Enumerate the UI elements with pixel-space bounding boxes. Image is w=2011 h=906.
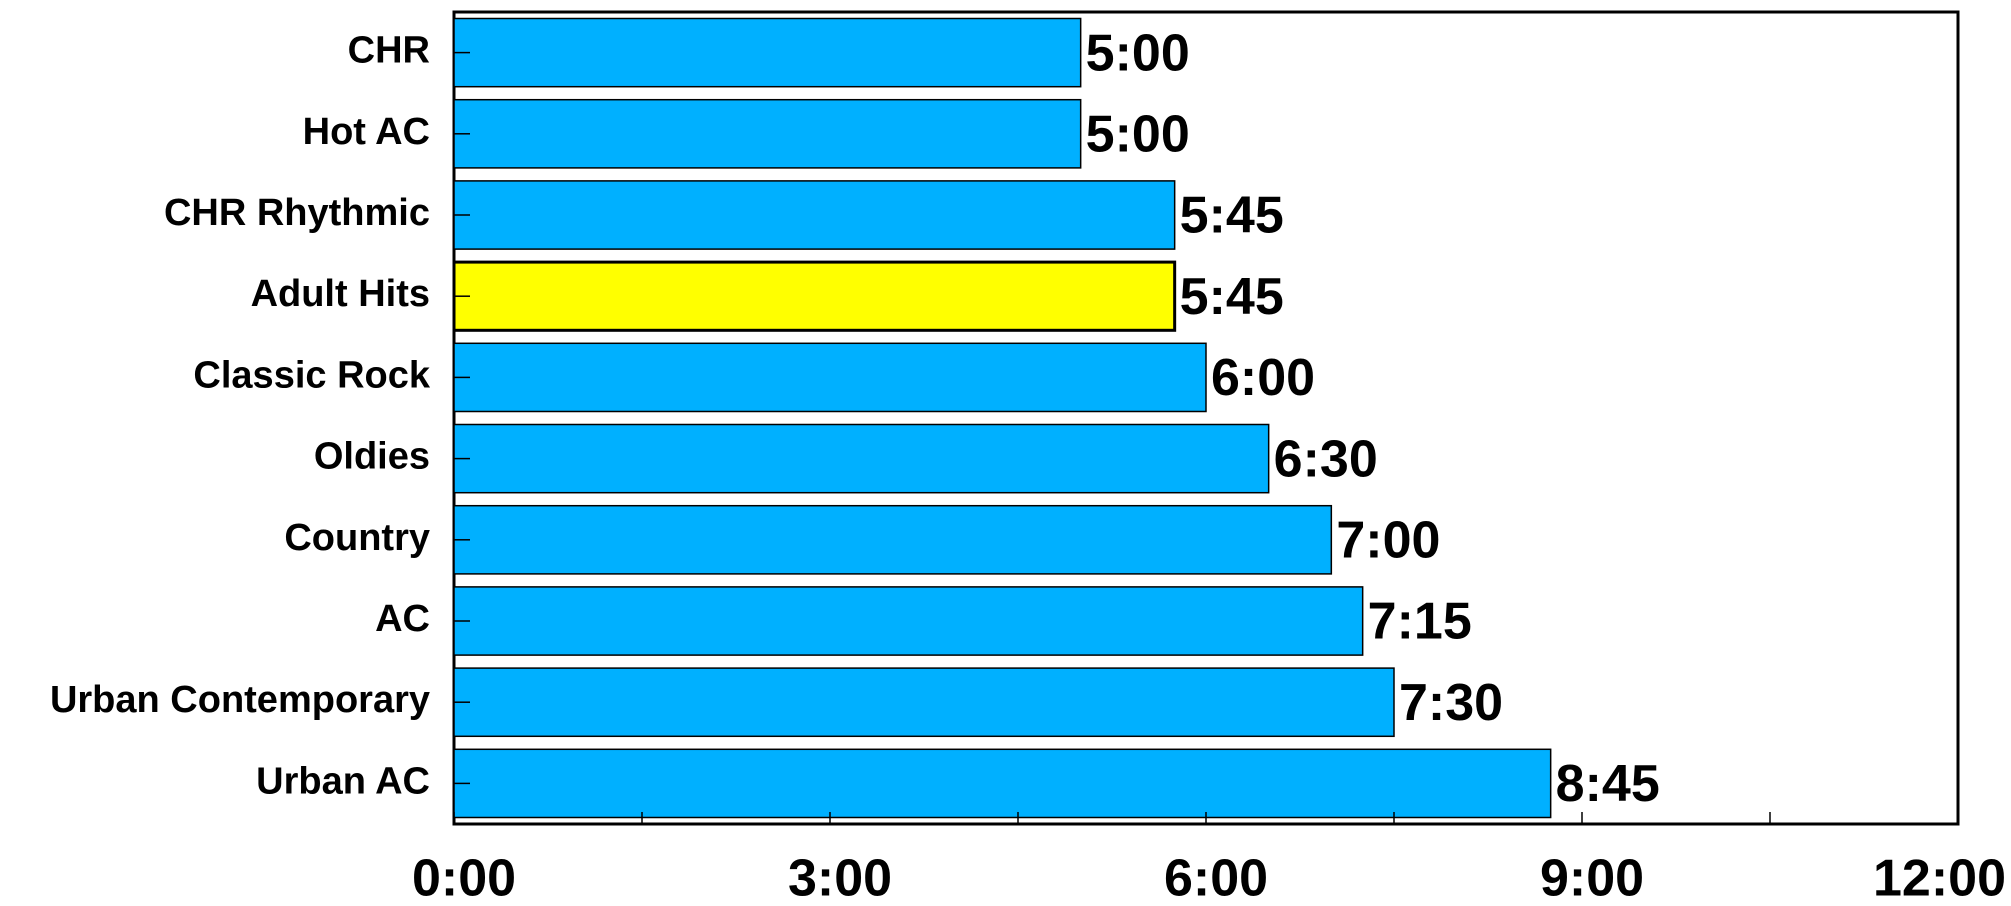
bar-hot-ac bbox=[453, 98, 1082, 169]
bar-adult-hits bbox=[452, 260, 1177, 332]
data-label: 6:30 bbox=[1274, 430, 1378, 488]
x-tick-label: 6:00 bbox=[1164, 850, 1268, 906]
value-labels: 5:00 5:00 5:45 5:45 6:00 6:30 7:00 7:15 7:30 8:45 bbox=[1086, 24, 1660, 813]
bar-ac bbox=[453, 586, 1364, 656]
data-label: 7:30 bbox=[1399, 674, 1503, 732]
data-label: 5:00 bbox=[1086, 106, 1190, 164]
bar-chr-rhythmic bbox=[453, 180, 1176, 250]
bar-country bbox=[453, 504, 1333, 575]
data-label: 5:45 bbox=[1180, 187, 1284, 245]
data-label: 6:00 bbox=[1211, 349, 1315, 407]
bar-chr bbox=[453, 17, 1082, 88]
data-label: 8:45 bbox=[1556, 755, 1660, 813]
x-tick-label: 3:00 bbox=[788, 850, 892, 906]
category-label: Oldies bbox=[314, 436, 430, 478]
bar-urban-ac bbox=[453, 748, 1552, 819]
category-labels: CHR Hot AC CHR Rhythmic Adult Hits Classic R… bbox=[50, 30, 431, 803]
category-label: Classic Rock bbox=[193, 354, 430, 396]
x-tick-label: 0:00 bbox=[412, 850, 516, 906]
bar-classic-rock bbox=[453, 342, 1207, 413]
category-label: CHR Rhythmic bbox=[164, 192, 430, 234]
category-label: CHR bbox=[348, 30, 430, 72]
category-label: Hot AC bbox=[303, 111, 430, 153]
data-label: 7:00 bbox=[1336, 512, 1440, 570]
data-label: 5:00 bbox=[1086, 24, 1190, 82]
data-label: 7:15 bbox=[1368, 593, 1472, 651]
bars-group bbox=[452, 17, 1552, 819]
x-tick-label: 12:00 bbox=[1873, 850, 2006, 906]
category-label: AC bbox=[375, 598, 430, 640]
x-axis-ticks: 0:00 3:00 6:00 9:00 12:00 bbox=[412, 812, 2006, 906]
category-label: Urban AC bbox=[256, 760, 430, 802]
category-label: Country bbox=[284, 517, 430, 559]
bar-oldies bbox=[453, 423, 1270, 494]
category-label: Adult Hits bbox=[251, 273, 430, 315]
bar-urban-contemporary bbox=[453, 667, 1395, 738]
x-tick-label: 9:00 bbox=[1540, 850, 1644, 906]
category-label: Urban Contemporary bbox=[50, 679, 430, 721]
data-label: 5:45 bbox=[1180, 268, 1284, 326]
